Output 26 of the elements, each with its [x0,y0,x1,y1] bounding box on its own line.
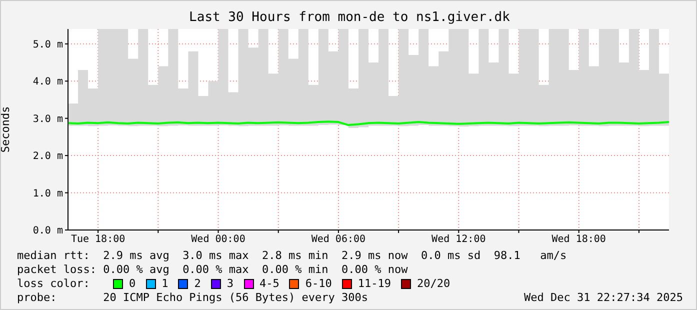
y-tick-label: 1.0 m [32,188,63,200]
y-tick-label: 5.0 m [32,39,63,50]
y-tick-label: 4.0 m [32,76,63,88]
legend-label: 4-5 [258,277,280,291]
text: probe: 20 ICMP Echo Pings (56 Bytes) every 300s [17,291,368,305]
y-tick-label: 2.0 m [32,151,63,162]
legend-label: 6-10 [304,277,332,291]
x-tick-label: Wed 00:00 [191,234,246,246]
y-tick-label: 3.0 m [32,114,63,125]
x-tick-label: Wed 06:00 [311,234,366,246]
chart-title: Last 30 Hours from mon-de to ns1.giver.dk [188,10,511,25]
y-tick-label: 0.0 m [32,226,63,237]
text: packet loss: 0.00 % avg 0.00 % max 0.00 % min 0.00 % now [17,263,409,277]
legend-title: loss color: [17,277,91,291]
y-axis-title: Seconds [0,106,12,153]
x-tick-label: Wed 18:00 [552,234,606,246]
x-tick-label: Tue 18:00 [70,234,126,246]
legend-label: 2 [193,277,201,291]
legend-label: 1 [160,277,168,291]
legend-label: 11-19 [356,277,391,291]
text: median rtt: 2.9 ms avg 3.0 ms max 2.8 ms min 2.9 ms now 0.0 ms sd 98.1 am/s [17,249,568,263]
legend-label: 0 [128,277,136,291]
x-tick-label: Wed 12:00 [432,234,486,246]
legend-label: 3 [226,277,234,291]
text: Wed Dec 31 22:27:34 2025 [524,291,683,305]
legend-label: 20/20 [416,277,450,291]
